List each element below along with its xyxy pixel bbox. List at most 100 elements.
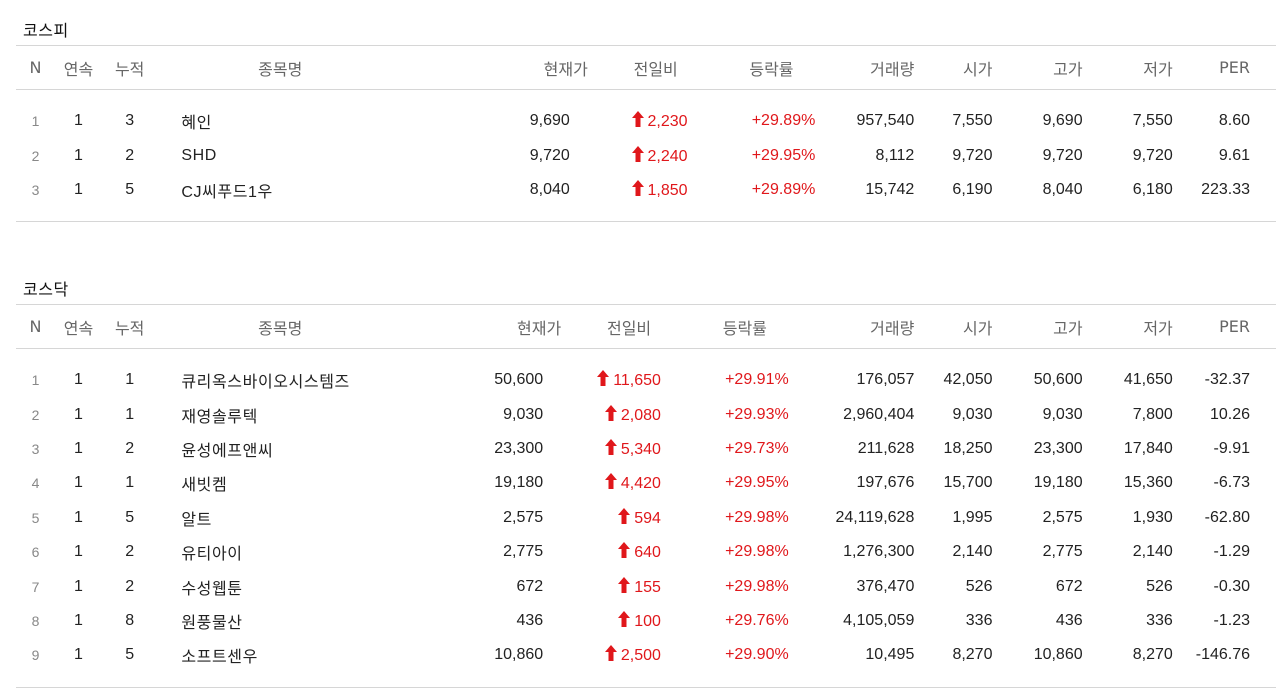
header-open[interactable]: 시가: [914, 45, 1005, 90]
stock-name-link[interactable]: 원풍물산: [181, 614, 243, 632]
change-value: 5,340: [571, 432, 687, 466]
stock-name-link[interactable]: 재영솔루텍: [181, 408, 258, 426]
volume: 10,495: [865, 646, 915, 664]
header-n[interactable]: N: [16, 304, 55, 349]
header-low[interactable]: 저가: [1094, 304, 1185, 349]
change-amount: 2,500: [620, 647, 661, 665]
table-row[interactable]: 2 1 2 SHD 9,720 2,240 +29.95% 8,112 9,720 9,720 9,…: [16, 138, 1276, 172]
header-change[interactable]: 전일비: [597, 45, 714, 90]
stock-name-link[interactable]: SHD: [181, 146, 217, 164]
table-row[interactable]: 6 1 2 유티아이 2,775 640 +29.98% 1,276,300 2,140 2,77…: [16, 535, 1276, 569]
table-row[interactable]: 8 1 8 원풍물산 436 100 +29.76% 4,105,059 336 436 336 -1…: [16, 604, 1276, 638]
streak-days: 1: [74, 439, 83, 457]
table-row[interactable]: 1 1 3 혜인 9,690 2,230 +29.89% 957,540 7,550 9,690 7…: [16, 104, 1276, 138]
change-amount: 11,650: [613, 372, 661, 390]
header-volume[interactable]: 거래량: [829, 45, 915, 90]
current-price: 2,575: [503, 508, 544, 526]
header-change[interactable]: 전일비: [571, 304, 687, 349]
high-price: 2,775: [1042, 543, 1083, 561]
header-rate[interactable]: 등락률: [713, 45, 830, 90]
cumulative-days: 2: [125, 577, 135, 595]
table-row[interactable]: 9 1 5 소프트센우 10,860 2,500 +29.90% 10,495 8,270 10,…: [16, 638, 1276, 672]
change-amount: 2,230: [647, 113, 688, 131]
header-high[interactable]: 고가: [1004, 304, 1095, 349]
arrow-up-icon: [618, 576, 631, 593]
table-row[interactable]: 3 1 2 윤성에프앤씨 23,300 5,340 +29.73% 211,628 18,250…: [16, 432, 1276, 466]
table-row[interactable]: 5 1 5 알트 2,575 594 +29.98% 24,119,628 1,995 2,575…: [16, 501, 1276, 535]
per-value: -0.30: [1213, 577, 1250, 595]
current-price: 10,860: [494, 646, 544, 664]
header-per[interactable]: PER: [1184, 45, 1276, 90]
streak-days: 1: [74, 146, 83, 164]
header-volume[interactable]: 거래량: [802, 304, 915, 349]
change-amount: 1,850: [647, 181, 688, 199]
arrow-up-icon: [604, 473, 617, 490]
stock-name-link[interactable]: 알트: [181, 511, 212, 529]
header-streak[interactable]: 연속: [54, 304, 103, 349]
current-price: 672: [516, 577, 544, 595]
header-n[interactable]: N: [16, 45, 55, 90]
row-number: 1: [31, 372, 40, 389]
row-number: 2: [31, 147, 40, 164]
header-rate[interactable]: 등락률: [686, 304, 803, 349]
open-price: 42,050: [943, 371, 993, 389]
stock-name-link[interactable]: 큐리옥스바이오시스템즈: [181, 374, 350, 392]
stock-name-link[interactable]: 혜인: [181, 115, 212, 133]
streak-days: 1: [74, 180, 83, 198]
header-per[interactable]: PER: [1184, 304, 1276, 349]
stock-name-link[interactable]: 유티아이: [181, 546, 243, 564]
change-value: 4,420: [571, 466, 687, 500]
stock-name-link[interactable]: 소프트센우: [181, 649, 258, 667]
cumulative-days: 3: [125, 112, 135, 130]
table-row[interactable]: 7 1 2 수성웹툰 672 155 +29.98% 376,470 526 672 526 -0.3…: [16, 569, 1276, 603]
open-price: 8,270: [952, 646, 993, 664]
header-price[interactable]: 현재가: [403, 304, 572, 349]
header-streak[interactable]: 연속: [54, 45, 103, 90]
change-value: 2,500: [571, 638, 687, 672]
current-price: 19,180: [494, 474, 544, 492]
open-price: 526: [965, 577, 993, 595]
per-value: -9.91: [1213, 439, 1250, 457]
header-price[interactable]: 현재가: [403, 45, 598, 90]
change-value: 2,080: [571, 397, 687, 431]
open-price: 9,720: [952, 146, 993, 164]
stock-name-link[interactable]: 수성웹툰: [181, 580, 243, 598]
low-price: 8,270: [1132, 646, 1173, 664]
header-cumulative[interactable]: 누적: [102, 45, 158, 90]
change-amount: 5,340: [620, 440, 661, 458]
row-number: 8: [31, 612, 40, 629]
table-row[interactable]: 3 1 5 CJ씨푸드1우 8,040 1,850 +29.89% 15,742 6,190 8,…: [16, 173, 1276, 207]
arrow-up-icon: [604, 645, 617, 662]
streak-days: 1: [74, 371, 83, 389]
change-value: 155: [571, 569, 687, 603]
table-header-row: N 연속 누적 종목명 현재가 전일비 등락률 거래량 시가 고가 저가 PER: [16, 45, 1276, 90]
header-high[interactable]: 고가: [1004, 45, 1095, 90]
per-value: 8.60: [1218, 112, 1250, 130]
per-value: -146.76: [1195, 646, 1250, 664]
current-price: 9,720: [529, 146, 570, 164]
bottom-spacer-row: [16, 672, 1276, 688]
stock-name-link[interactable]: CJ씨푸드1우: [181, 183, 273, 201]
current-price: 50,600: [494, 371, 544, 389]
stock-name-link[interactable]: 새빗켐: [181, 477, 228, 495]
table-row[interactable]: 2 1 1 재영솔루텍 9,030 2,080 +29.93% 2,960,404 9,030 9…: [16, 397, 1276, 431]
cumulative-days: 5: [125, 646, 135, 664]
table-row[interactable]: 1 1 1 큐리옥스바이오시스템즈 50,600 11,650 +29.91% 176,057…: [16, 363, 1276, 397]
kospi-title: 코스피: [23, 21, 69, 40]
change-amount: 2,080: [620, 406, 661, 424]
header-open[interactable]: 시가: [914, 304, 1005, 349]
change-rate: +29.95%: [725, 474, 789, 492]
change-value: 640: [571, 535, 687, 569]
header-cumulative[interactable]: 누적: [102, 304, 158, 349]
cumulative-days: 1: [125, 371, 135, 389]
open-price: 1,995: [952, 508, 993, 526]
change-value: 11,650: [571, 363, 687, 397]
current-price: 8,040: [529, 180, 570, 198]
header-low[interactable]: 저가: [1094, 45, 1185, 90]
table-row[interactable]: 4 1 1 새빗켐 19,180 4,420 +29.95% 197,676 15,700 19,…: [16, 466, 1276, 500]
low-price: 9,720: [1132, 146, 1173, 164]
change-amount: 640: [634, 544, 661, 562]
cumulative-days: 2: [125, 543, 135, 561]
stock-name-link[interactable]: 윤성에프앤씨: [181, 442, 274, 460]
row-number: 5: [31, 509, 40, 526]
